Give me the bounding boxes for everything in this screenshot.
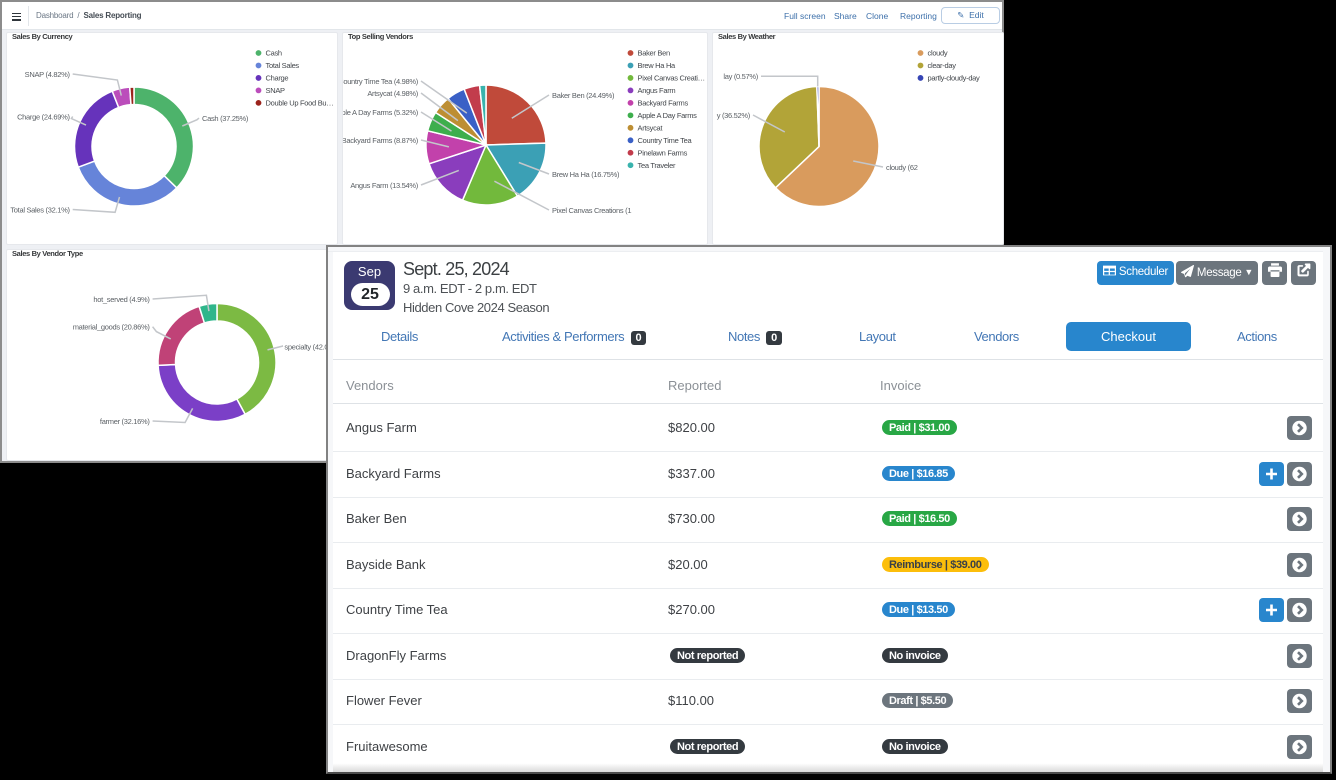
svg-text:Brew Ha Ha: Brew Ha Ha (638, 61, 677, 70)
svg-text:Charge: Charge (266, 74, 289, 83)
svg-text:SNAP: SNAP (266, 86, 286, 95)
svg-text:Apple A Day Farms (5.32%): Apple A Day Farms (5.32%) (343, 108, 419, 117)
svg-text:Pinelawn Farms: Pinelawn Farms (638, 148, 688, 157)
svg-text:Backyard Farms (8.87%): Backyard Farms (8.87%) (343, 136, 419, 145)
svg-text:Total Sales (32.1%): Total Sales (32.1%) (10, 206, 70, 215)
svg-text:Angus Farm: Angus Farm (638, 86, 676, 95)
svg-text:Artsycat: Artsycat (638, 124, 664, 133)
svg-text:cloudy (62: cloudy (62 (886, 163, 918, 172)
svg-text:hot_served (4.9%): hot_served (4.9%) (93, 295, 150, 304)
svg-text:Artsycat (4.98%): Artsycat (4.98%) (367, 89, 418, 98)
svg-text:Baker Ben (24.49%): Baker Ben (24.49%) (552, 91, 615, 100)
svg-text:specialty (42.0: specialty (42.0 (284, 342, 328, 351)
svg-text:material_goods (20.86%): material_goods (20.86%) (73, 323, 151, 332)
svg-text:Country Time Tea: Country Time Tea (638, 136, 693, 145)
svg-text:y (36.52%): y (36.52%) (717, 111, 751, 120)
svg-text:Pixel Canvas Creations (1: Pixel Canvas Creations (1 (552, 206, 631, 215)
svg-text:Country Time Tea (4.98%): Country Time Tea (4.98%) (343, 77, 419, 86)
svg-text:Double Up Food Bu…: Double Up Food Bu… (266, 99, 334, 108)
svg-text:Brew Ha Ha (16.75%): Brew Ha Ha (16.75%) (552, 170, 620, 179)
svg-text:Cash: Cash (266, 49, 282, 58)
svg-text:cloudy: cloudy (928, 49, 948, 58)
svg-text:farmer (32.16%): farmer (32.16%) (100, 417, 150, 426)
svg-text:Total Sales: Total Sales (266, 61, 300, 70)
svg-text:lay (0.57%): lay (0.57%) (723, 72, 758, 81)
svg-text:Tea Traveler: Tea Traveler (638, 161, 676, 170)
svg-text:Angus Farm (13.54%): Angus Farm (13.54%) (350, 181, 418, 190)
svg-text:Backyard Farms: Backyard Farms (638, 99, 689, 108)
svg-text:Pixel Canvas Creati…: Pixel Canvas Creati… (638, 74, 705, 83)
svg-text:Charge (24.69%): Charge (24.69%) (17, 113, 70, 122)
svg-text:Baker Ben: Baker Ben (638, 49, 670, 58)
svg-text:Apple A Day Farms: Apple A Day Farms (638, 111, 698, 120)
svg-text:SNAP (4.82%): SNAP (4.82%) (25, 70, 71, 79)
svg-text:Cash (37.25%): Cash (37.25%) (202, 114, 249, 123)
svg-text:clear-day: clear-day (928, 61, 957, 70)
svg-text:partly-cloudy-day: partly-cloudy-day (928, 74, 981, 83)
